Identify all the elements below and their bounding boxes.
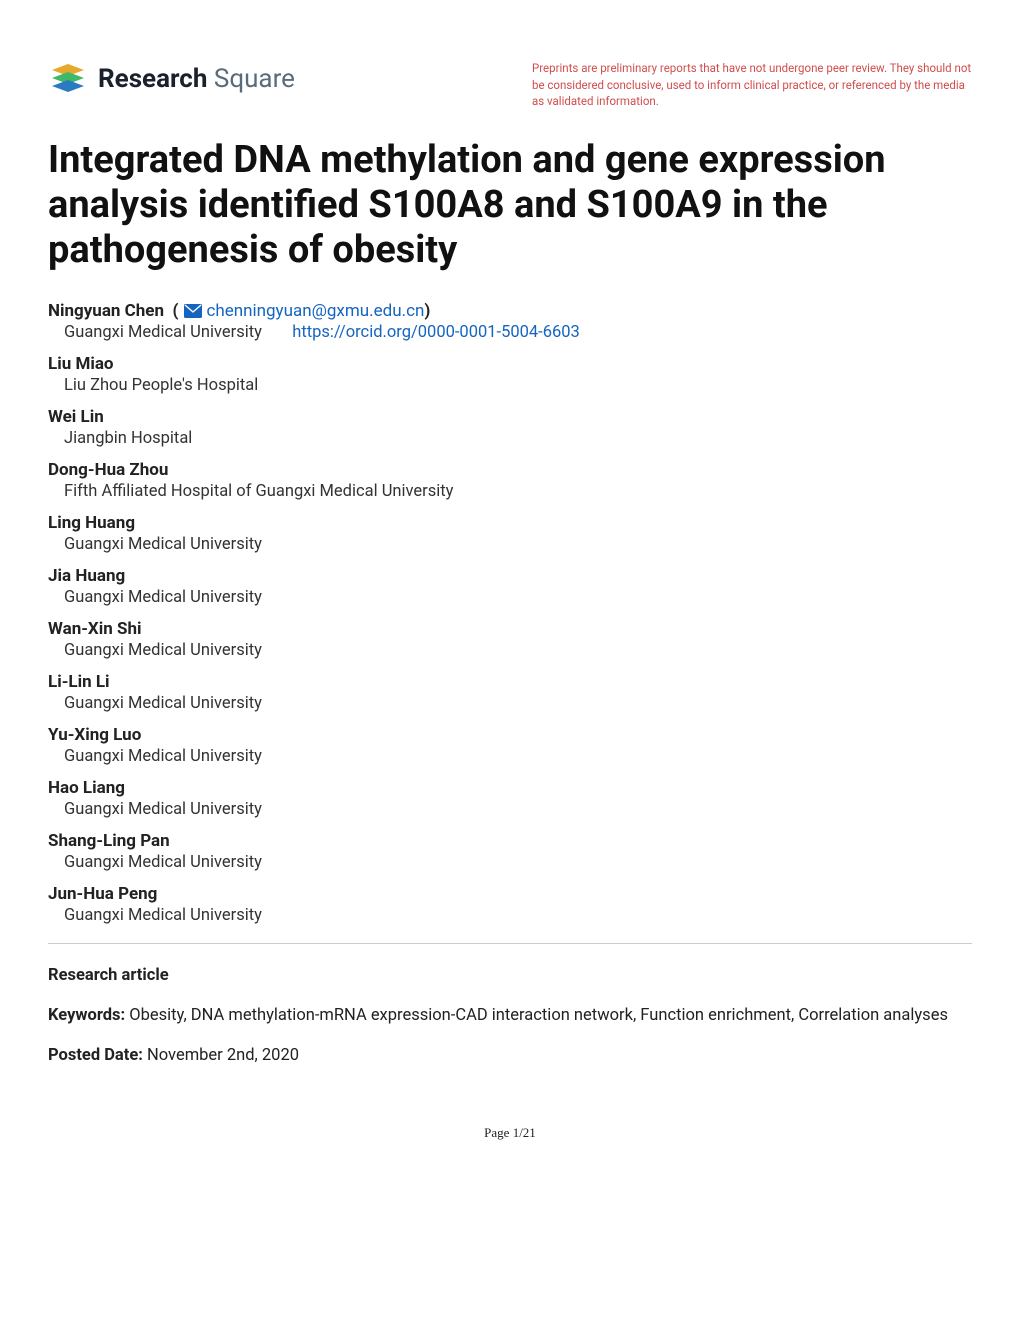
author-block: Yu-Xing Luo Guangxi Medical University [48, 725, 972, 766]
author-block: Jia Huang Guangxi Medical University [48, 566, 972, 607]
author-affiliation: Guangxi Medical University [48, 535, 972, 554]
article-type: Research article [48, 966, 972, 985]
author-name: Wei Lin [48, 407, 104, 427]
author-block: Liu Miao Liu Zhou People's Hospital [48, 354, 972, 395]
author-affiliation: Jiangbin Hospital [48, 429, 972, 448]
author-block: Hao Liang Guangxi Medical University [48, 778, 972, 819]
author-affiliation: Guangxi Medical University [48, 906, 972, 925]
author-name-line: Yu-Xing Luo [48, 725, 972, 745]
author-affiliation: Guangxi Medical University [48, 853, 972, 872]
page-footer: Page 1/21 [48, 1125, 972, 1141]
author-affiliation: Guangxi Medical University [48, 800, 972, 819]
author-name-line: Li-Lin Li [48, 672, 972, 692]
author-name: Jun-Hua Peng [48, 884, 157, 904]
author-name-line: Jun-Hua Peng [48, 884, 972, 904]
logo-brand-suffix: Square [214, 64, 295, 94]
author-affiliation: Liu Zhou People's Hospital [48, 376, 972, 395]
posted-date-value: November 2nd, 2020 [147, 1046, 299, 1065]
author-name: Hao Liang [48, 778, 125, 798]
author-name-line: Wei Lin [48, 407, 972, 427]
keywords-label: Keywords: [48, 1006, 125, 1025]
author-block: Ling Huang Guangxi Medical University [48, 513, 972, 554]
author-name: Wan-Xin Shi [48, 619, 141, 639]
divider [48, 943, 972, 944]
author-affiliation: Guangxi Medical University [48, 641, 972, 660]
author-affiliation: Guangxi Medical University [48, 588, 972, 607]
author-name: Ling Huang [48, 513, 135, 533]
author-block: Jun-Hua Peng Guangxi Medical University [48, 884, 972, 925]
author-name: Li-Lin Li [48, 672, 110, 692]
author-name-line: Jia Huang [48, 566, 972, 586]
author-name: Jia Huang [48, 566, 125, 586]
author-name-line: Liu Miao [48, 354, 972, 374]
posted-date-label: Posted Date: [48, 1046, 143, 1065]
author-name: Shang-Ling Pan [48, 831, 170, 851]
page-header: Research Square Preprints are preliminar… [48, 60, 972, 110]
author-name: Ningyuan Chen [48, 301, 164, 321]
author-block: Wan-Xin Shi Guangxi Medical University [48, 619, 972, 660]
preprint-disclaimer: Preprints are preliminary reports that h… [532, 60, 972, 110]
author-affiliation: Guangxi Medical University https://orcid… [48, 323, 972, 342]
orcid-link[interactable]: https://orcid.org/0000-0001-5004-6603 [292, 323, 580, 342]
authors-list: Ningyuan Chen (chenningyuan@gxmu.edu.cn … [48, 301, 972, 925]
author-affiliation: Guangxi Medical University [48, 747, 972, 766]
author-affiliation: Fifth Affiliated Hospital of Guangxi Med… [48, 482, 972, 501]
author-name-line: Shang-Ling Pan [48, 831, 972, 851]
article-title: Integrated DNA methylation and gene expr… [48, 138, 972, 272]
mail-icon [184, 304, 202, 318]
author-block: Wei Lin Jiangbin Hospital [48, 407, 972, 448]
author-name-line: Wan-Xin Shi [48, 619, 972, 639]
author-name-line: Hao Liang [48, 778, 972, 798]
author-name-line: Ningyuan Chen (chenningyuan@gxmu.edu.cn … [48, 301, 972, 321]
author-block: Dong-Hua Zhou Fifth Affiliated Hospital o… [48, 460, 972, 501]
author-block: Shang-Ling Pan Guangxi Medical University [48, 831, 972, 872]
logo-icon [48, 60, 88, 98]
author-name-line: Dong-Hua Zhou [48, 460, 972, 480]
author-name: Liu Miao [48, 354, 114, 374]
logo: Research Square [48, 60, 295, 98]
posted-date-line: Posted Date: November 2nd, 2020 [48, 1046, 972, 1065]
author-name: Dong-Hua Zhou [48, 460, 168, 480]
keywords-line: Keywords: Obesity, DNA methylation-mRNA … [48, 1003, 972, 1029]
author-block: Ningyuan Chen (chenningyuan@gxmu.edu.cn … [48, 301, 972, 342]
author-affiliation: Guangxi Medical University [48, 694, 972, 713]
author-block: Li-Lin Li Guangxi Medical University [48, 672, 972, 713]
logo-brand: Research [98, 64, 207, 94]
author-email[interactable]: chenningyuan@gxmu.edu.cn [206, 301, 424, 321]
author-name: Yu-Xing Luo [48, 725, 141, 745]
logo-text: Research Square [98, 64, 295, 94]
keywords-text: Obesity, DNA methylation-mRNA expression… [129, 1006, 948, 1025]
author-name-line: Ling Huang [48, 513, 972, 533]
